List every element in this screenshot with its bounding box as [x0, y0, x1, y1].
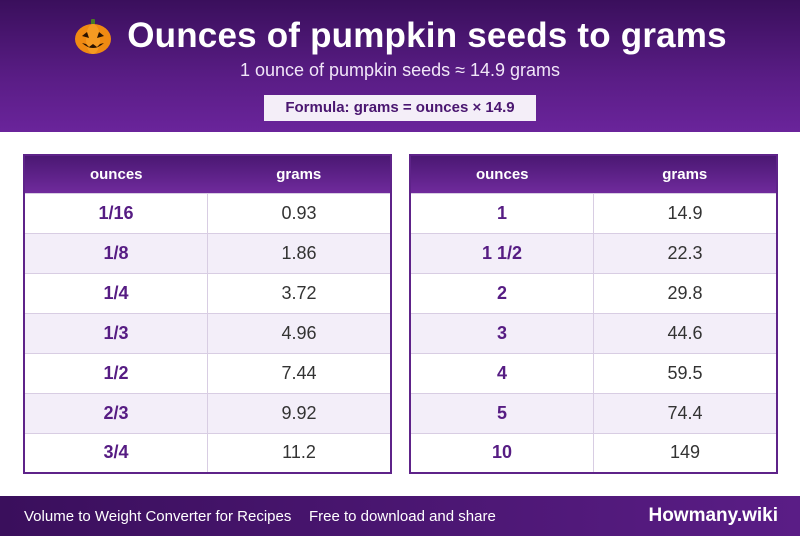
ounces-cell: 2/3 [24, 392, 208, 433]
footer-bar: Volume to Weight Converter for Recipes F… [0, 496, 800, 536]
ounces-cell: 2 [410, 272, 594, 313]
table-row: 1/8 1.86 [24, 232, 391, 273]
grams-cell: 3.72 [207, 272, 391, 313]
grams-cell: 4.96 [207, 312, 391, 353]
footer-converter-text: Volume to Weight Converter for Recipes [24, 508, 292, 525]
table-header-row: ounces grams [24, 155, 391, 193]
conversion-table-right: ounces grams 1 14.9 1 1/2 22.3 2 29.8 3 … [409, 154, 778, 474]
table-row: 10 149 [410, 432, 777, 473]
subtitle: 1 ounce of pumpkin seeds ≈ 14.9 grams [239, 60, 561, 80]
table-row: 3/4 11.2 [24, 432, 391, 473]
table-row: 1/3 4.96 [24, 312, 391, 353]
ounces-cell: 3/4 [24, 432, 208, 473]
table-row: 3 44.6 [410, 312, 777, 353]
table-row: 4 59.5 [410, 352, 777, 393]
ounces-cell: 4 [410, 352, 594, 393]
table-row: 2/3 9.92 [24, 392, 391, 433]
pumpkin-icon [73, 16, 113, 56]
table-row: 1/4 3.72 [24, 272, 391, 313]
table-row: 2 29.8 [410, 272, 777, 313]
ounces-cell: 1/16 [24, 192, 208, 233]
footer-share-text: Free to download and share [309, 508, 496, 525]
ounces-cell: 10 [410, 432, 594, 473]
ounces-cell: 1/2 [24, 352, 208, 393]
grams-cell: 29.8 [593, 272, 777, 313]
grams-cell: 7.44 [207, 352, 391, 393]
ounces-cell: 1/8 [24, 232, 208, 273]
grams-cell: 0.93 [207, 192, 391, 233]
grams-cell: 14.9 [593, 192, 777, 233]
table-row: 1 14.9 [410, 192, 777, 233]
ounces-cell: 5 [410, 392, 594, 433]
ounces-cell: 1/4 [24, 272, 208, 313]
grams-cell: 22.3 [593, 232, 777, 273]
table-row: 5 74.4 [410, 392, 777, 433]
ounces-cell: 1 [410, 192, 594, 233]
table-header-row: ounces grams [410, 155, 777, 193]
table-row: 1 1/2 22.3 [410, 232, 777, 273]
grams-cell: 11.2 [207, 432, 391, 473]
ounces-cell: 3 [410, 312, 594, 353]
grams-cell: 9.92 [207, 392, 391, 433]
ounces-cell: 1/3 [24, 312, 208, 353]
grams-column-header: grams [593, 155, 777, 193]
grams-column-header: grams [207, 155, 391, 193]
ounces-cell: 1 1/2 [410, 232, 594, 273]
grams-cell: 44.6 [593, 312, 777, 353]
grams-cell: 59.5 [593, 352, 777, 393]
ounces-column-header: ounces [410, 155, 594, 193]
header-banner: Ounces of pumpkin seeds to grams 1 ounce… [0, 0, 800, 132]
grams-cell: 74.4 [593, 392, 777, 433]
table-row: 1/16 0.93 [24, 192, 391, 233]
formula-box: Formula: grams = ounces × 14.9 [264, 95, 536, 121]
title-row: Ounces of pumpkin seeds to grams [0, 14, 800, 58]
brand-logo-text[interactable]: Howmany.wiki [648, 505, 778, 526]
ounces-column-header: ounces [24, 155, 208, 193]
page-title: Ounces of pumpkin seeds to grams [127, 16, 727, 55]
conversion-table-left: ounces grams 1/16 0.93 1/8 1.86 1/4 3.72… [23, 154, 392, 474]
grams-cell: 1.86 [207, 232, 391, 273]
grams-cell: 149 [593, 432, 777, 473]
table-row: 1/2 7.44 [24, 352, 391, 393]
